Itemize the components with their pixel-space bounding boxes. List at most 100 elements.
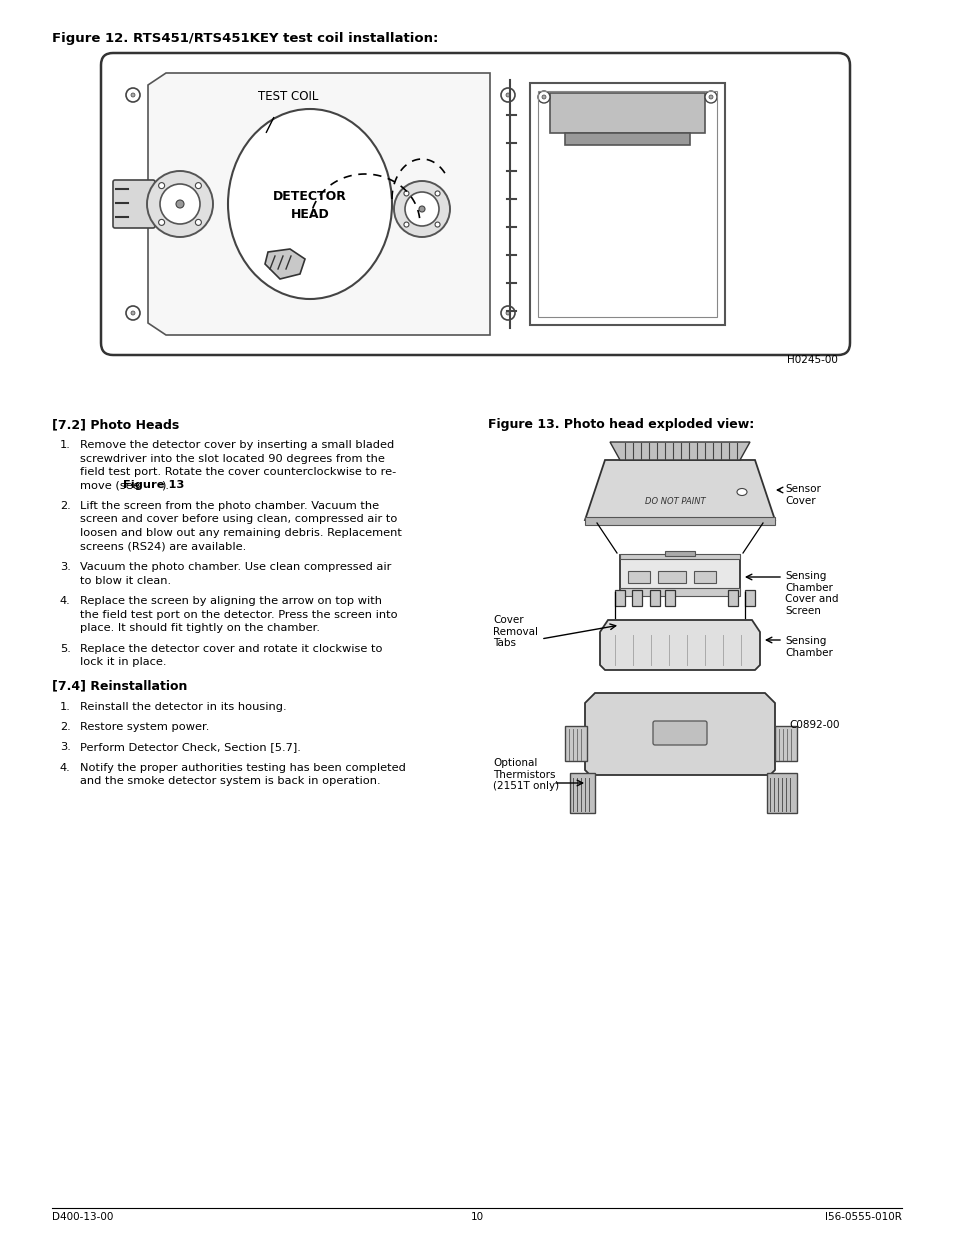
Text: Vacuum the photo chamber. Use clean compressed air: Vacuum the photo chamber. Use clean comp… [80,562,391,572]
Circle shape [147,170,213,237]
Text: Cover
Removal
Tabs: Cover Removal Tabs [493,615,537,648]
Text: Sensor
Cover: Sensor Cover [784,484,820,505]
Text: move (see: move (see [80,480,143,490]
Text: C0892-00: C0892-00 [789,720,840,730]
FancyBboxPatch shape [766,773,796,813]
FancyBboxPatch shape [619,588,740,597]
Polygon shape [584,459,774,520]
Circle shape [160,184,200,224]
Text: field test port. Rotate the cover counterclockwise to re-: field test port. Rotate the cover counte… [80,467,395,477]
Text: DETECTOR: DETECTOR [273,189,347,203]
Text: Restore system power.: Restore system power. [80,722,209,732]
Text: Perform Detector Check, Section [5.7].: Perform Detector Check, Section [5.7]. [80,742,300,752]
Circle shape [435,191,439,196]
FancyBboxPatch shape [615,590,624,606]
FancyBboxPatch shape [658,571,685,583]
Text: Replace the screen by aligning the arrow on top with: Replace the screen by aligning the arrow… [80,597,381,606]
Text: Sensing
Chamber: Sensing Chamber [784,636,832,657]
Text: screens (RS24) are available.: screens (RS24) are available. [80,541,246,552]
Text: Lift the screen from the photo chamber. Vacuum the: Lift the screen from the photo chamber. … [80,501,378,511]
Text: Figure 13. Photo head exploded view:: Figure 13. Photo head exploded view: [488,417,754,431]
Circle shape [158,220,165,225]
Circle shape [126,306,140,320]
Circle shape [403,191,409,196]
Text: screen and cover before using clean, compressed air to: screen and cover before using clean, com… [80,515,397,525]
Text: 4.: 4. [60,597,71,606]
FancyBboxPatch shape [550,93,704,133]
FancyBboxPatch shape [627,571,649,583]
Text: Optional
Thermistors
(2151T only): Optional Thermistors (2151T only) [493,758,558,792]
Ellipse shape [228,109,392,299]
Text: H0245-00: H0245-00 [786,354,837,366]
Text: Notify the proper authorities testing has been completed: Notify the proper authorities testing ha… [80,763,405,773]
Polygon shape [599,620,760,671]
Text: [7.4] Reinstallation: [7.4] Reinstallation [52,679,187,693]
Circle shape [418,206,424,212]
Ellipse shape [737,489,746,495]
Text: lock it in place.: lock it in place. [80,657,167,667]
Text: 4.: 4. [60,763,71,773]
Circle shape [505,93,510,98]
Text: TEST COIL: TEST COIL [257,90,318,103]
Circle shape [708,95,712,99]
Circle shape [403,222,409,227]
Circle shape [131,311,135,315]
FancyBboxPatch shape [727,590,738,606]
Circle shape [126,88,140,103]
Polygon shape [609,442,749,459]
Polygon shape [265,249,305,279]
Text: ).: ). [161,480,169,490]
FancyBboxPatch shape [664,551,695,556]
Circle shape [435,222,439,227]
Polygon shape [584,693,774,776]
FancyBboxPatch shape [744,590,754,606]
Circle shape [158,183,165,189]
Text: to blow it clean.: to blow it clean. [80,576,171,585]
Text: D400-13-00: D400-13-00 [52,1212,113,1221]
Circle shape [131,93,135,98]
FancyBboxPatch shape [619,555,740,590]
FancyBboxPatch shape [693,571,716,583]
Text: Figure 13: Figure 13 [123,480,184,490]
Text: 1.: 1. [60,440,71,450]
Circle shape [195,183,201,189]
Circle shape [405,191,438,226]
FancyBboxPatch shape [112,180,154,228]
FancyBboxPatch shape [774,726,796,761]
Circle shape [541,95,545,99]
Text: 10: 10 [470,1212,483,1221]
FancyBboxPatch shape [101,53,849,354]
Text: Reinstall the detector in its housing.: Reinstall the detector in its housing. [80,701,286,711]
Circle shape [704,91,717,103]
Text: 2.: 2. [60,722,71,732]
Text: Remove the detector cover by inserting a small bladed: Remove the detector cover by inserting a… [80,440,394,450]
Text: screwdriver into the slot located 90 degrees from the: screwdriver into the slot located 90 deg… [80,453,384,463]
Text: [7.2] Photo Heads: [7.2] Photo Heads [52,417,179,431]
Circle shape [195,220,201,225]
Text: Sensing
Chamber
Cover and
Screen: Sensing Chamber Cover and Screen [784,571,838,616]
Circle shape [500,306,515,320]
Circle shape [505,311,510,315]
FancyBboxPatch shape [664,590,675,606]
FancyBboxPatch shape [631,590,641,606]
FancyBboxPatch shape [530,83,724,325]
Circle shape [537,91,550,103]
Text: loosen and blow out any remaining debris. Replacement: loosen and blow out any remaining debris… [80,529,401,538]
Text: I56-0555-010R: I56-0555-010R [824,1212,901,1221]
Polygon shape [564,133,689,144]
Text: 3.: 3. [60,742,71,752]
Text: 2.: 2. [60,501,71,511]
FancyBboxPatch shape [584,517,774,525]
Text: Figure 12. RTS451/RTS451KEY test coil installation:: Figure 12. RTS451/RTS451KEY test coil in… [52,32,438,44]
FancyBboxPatch shape [652,721,706,745]
Text: 5.: 5. [60,643,71,653]
Text: DO NOT PAINT: DO NOT PAINT [644,498,704,506]
FancyBboxPatch shape [569,773,595,813]
Text: Replace the detector cover and rotate it clockwise to: Replace the detector cover and rotate it… [80,643,382,653]
Text: and the smoke detector system is back in operation.: and the smoke detector system is back in… [80,777,380,787]
Text: place. It should fit tightly on the chamber.: place. It should fit tightly on the cham… [80,622,319,634]
Text: 1.: 1. [60,701,71,711]
Circle shape [500,88,515,103]
FancyBboxPatch shape [619,555,740,559]
Circle shape [394,182,450,237]
